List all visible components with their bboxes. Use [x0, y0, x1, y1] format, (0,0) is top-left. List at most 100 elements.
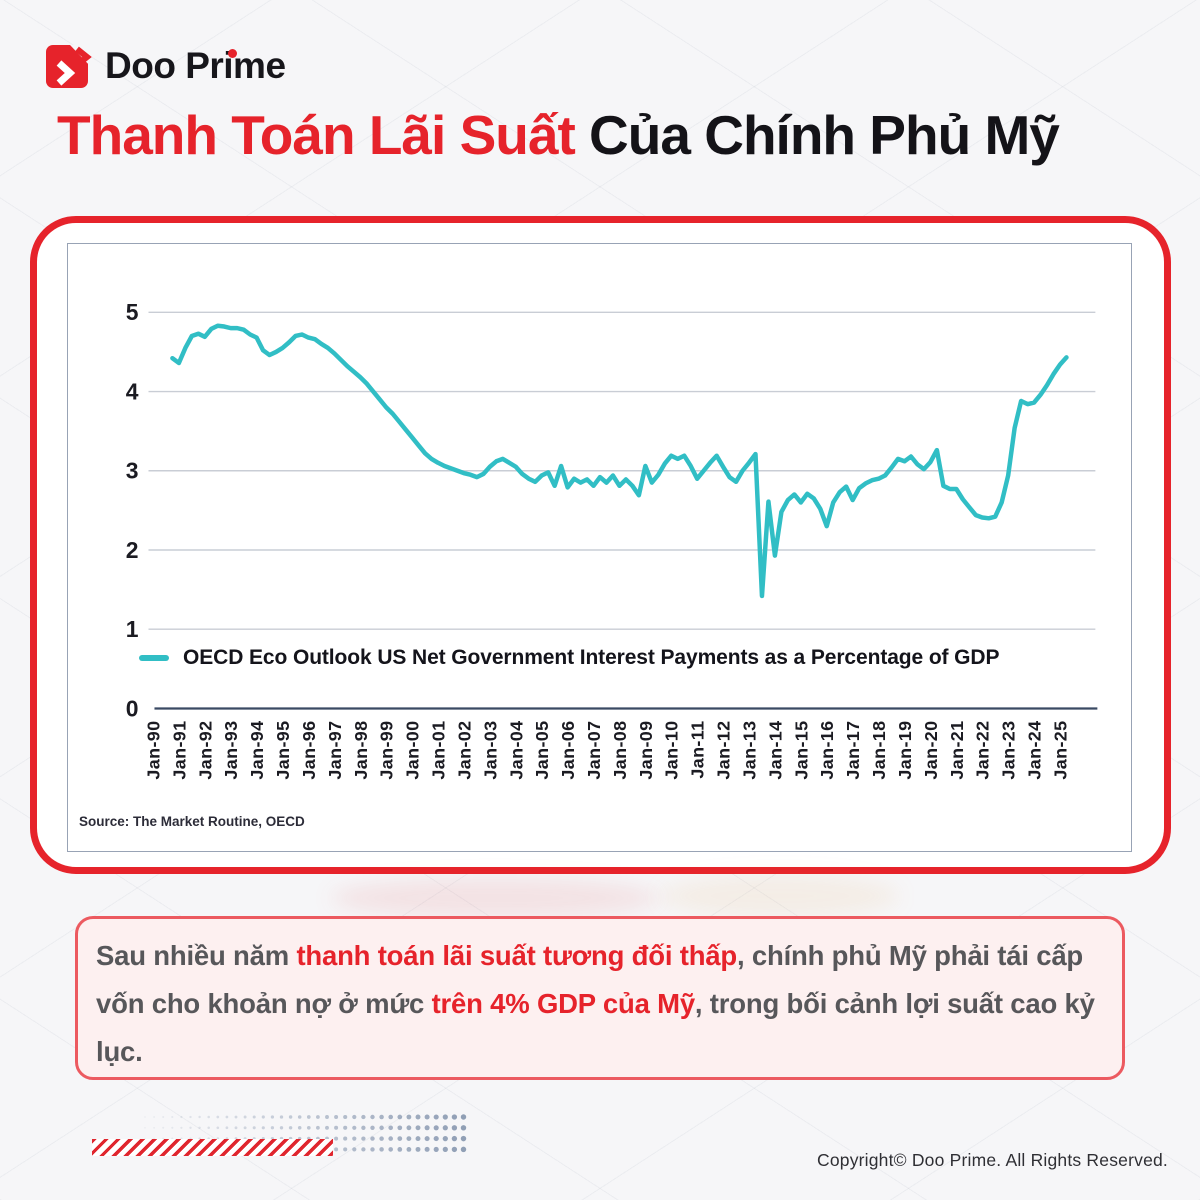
- doo-prime-logo-icon: [46, 45, 92, 88]
- x-tick-label: Jan-09: [636, 720, 656, 779]
- decorative-dot: [415, 1125, 421, 1131]
- decorative-dot: [270, 1115, 275, 1119]
- logo-i-dot: [228, 49, 237, 58]
- decorative-dot: [424, 1136, 430, 1142]
- x-tick-label: Jan-94: [247, 720, 267, 779]
- decorative-dot: [352, 1114, 357, 1120]
- decorative-dot: [297, 1126, 302, 1130]
- decorative-dot: [334, 1125, 339, 1130]
- x-tick-label: Jan-98: [351, 720, 371, 779]
- decorative-dot: [216, 1115, 220, 1119]
- x-tick-label: Jan-10: [662, 720, 682, 779]
- decorative-dot: [288, 1115, 293, 1119]
- decorative-dot: [325, 1115, 329, 1119]
- decorative-dot: [424, 1125, 430, 1131]
- decorative-dot: [424, 1146, 430, 1152]
- decorative-dot: [451, 1114, 458, 1120]
- decorative-dot: [460, 1125, 467, 1131]
- chart-card: 0 1 2 3 4 5 Jan-90 Jan-91 Jan-92 Jan-93 Jan-94 Jan-…: [30, 216, 1171, 874]
- decorative-dot: [442, 1135, 448, 1142]
- x-tick-label: Jan-18: [869, 720, 889, 779]
- x-tick-label: Jan-24: [1025, 720, 1045, 779]
- decorative-dot: [460, 1135, 467, 1142]
- caption-segment: thanh toán lãi suất tương đối thấp: [296, 940, 737, 971]
- decorative-dot: [451, 1135, 458, 1142]
- decorative-dot: [225, 1115, 229, 1119]
- caption-segment: trên 4% GDP của Mỹ: [431, 988, 696, 1019]
- decorative-dot: [361, 1136, 366, 1141]
- copyright-text: Copyright© Doo Prime. All Rights Reserve…: [816, 1150, 1168, 1170]
- decorative-dot: [207, 1115, 210, 1119]
- decorative-dot: [433, 1146, 439, 1152]
- decorative-dot: [252, 1126, 256, 1130]
- x-tick-label: Jan-13: [739, 720, 759, 779]
- x-tick-label: Jan-05: [532, 720, 552, 779]
- decorative-dot: [243, 1126, 247, 1130]
- caption-segment: , trong bối cảnh lợi suất cao kỷ lục.: [96, 988, 1095, 1067]
- decorative-dot: [306, 1115, 311, 1119]
- x-tick-label: Jan-95: [273, 720, 293, 779]
- decorative-dot: [397, 1125, 403, 1131]
- decorative-dot: [153, 1116, 156, 1118]
- decorative-dot: [370, 1114, 375, 1120]
- hatched-bar-decoration: [92, 1139, 333, 1156]
- decorative-dot: [442, 1114, 448, 1120]
- x-tick-label: Jan-04: [506, 720, 526, 779]
- decorative-dot: [144, 1116, 146, 1118]
- decorative-dot: [343, 1136, 348, 1141]
- decorative-dot: [334, 1136, 339, 1141]
- decorative-dot: [343, 1114, 348, 1120]
- x-tick-label: Jan-93: [221, 720, 241, 779]
- decorative-dot: [198, 1115, 201, 1119]
- x-tick-label: Jan-08: [610, 720, 630, 779]
- decorative-dot: [297, 1115, 302, 1119]
- decorative-dot: [388, 1114, 393, 1120]
- legend-label: OECD Eco Outlook US Net Government Inter…: [183, 646, 1000, 669]
- decorative-dot: [270, 1126, 275, 1130]
- chart-source: Source: The Market Routine, OECD: [79, 814, 305, 829]
- x-tick-label: Jan-90: [143, 720, 163, 779]
- x-tick-label: Jan-96: [299, 720, 319, 779]
- decorative-dot: [406, 1125, 412, 1131]
- decorative-dot: [144, 1126, 146, 1129]
- decorative-dot: [451, 1125, 458, 1131]
- doo-prime-logo: Doo Prime: [46, 42, 286, 90]
- decorative-dot: [288, 1126, 293, 1130]
- decorative-dot: [433, 1114, 439, 1120]
- decorative-dot: [379, 1114, 384, 1120]
- decorative-dot: [189, 1126, 192, 1129]
- decorative-dot: [306, 1125, 311, 1130]
- decorative-dot: [189, 1115, 192, 1119]
- decorative-dot: [370, 1136, 375, 1141]
- y-tick-label: 5: [126, 299, 139, 325]
- x-tick-label: Jan-97: [325, 720, 345, 779]
- decorative-dot: [406, 1136, 412, 1142]
- x-tick-label: Jan-02: [454, 720, 474, 779]
- decorative-dot: [433, 1125, 439, 1131]
- caption-segment: Sau nhiều năm: [96, 940, 297, 971]
- x-tick-label: Jan-11: [688, 720, 708, 778]
- decorative-dot: [279, 1115, 284, 1119]
- caption-box: Sau nhiều năm thanh toán lãi suất tương …: [75, 916, 1125, 1080]
- decorative-dot: [198, 1126, 201, 1130]
- x-tick-label: Jan-20: [921, 720, 941, 779]
- decorative-dot: [361, 1125, 366, 1130]
- decorative-dot: [433, 1136, 439, 1142]
- decorative-dot: [442, 1146, 448, 1153]
- decorative-dot: [415, 1136, 421, 1142]
- decorative-dot: [415, 1114, 421, 1120]
- decorative-dot: [370, 1125, 375, 1130]
- decorative-dot: [234, 1126, 238, 1130]
- y-tick-label: 0: [126, 695, 139, 721]
- chart-panel: 0 1 2 3 4 5 Jan-90 Jan-91 Jan-92 Jan-93 Jan-94 Jan-…: [67, 243, 1132, 852]
- background-smudge-orange: [660, 874, 900, 918]
- decorative-dot: [397, 1147, 403, 1152]
- decorative-dot: [343, 1147, 348, 1152]
- decorative-dot: [397, 1136, 403, 1141]
- page-title-rest: Của Chính Phủ Mỹ: [574, 104, 1060, 166]
- x-tick-label: Jan-07: [584, 720, 604, 779]
- x-tick-label: Jan-17: [843, 720, 863, 779]
- caption-segment: , chính phủ Mỹ phải tái cấp vốn cho khoả…: [96, 940, 1084, 1019]
- decorative-dot: [234, 1115, 238, 1119]
